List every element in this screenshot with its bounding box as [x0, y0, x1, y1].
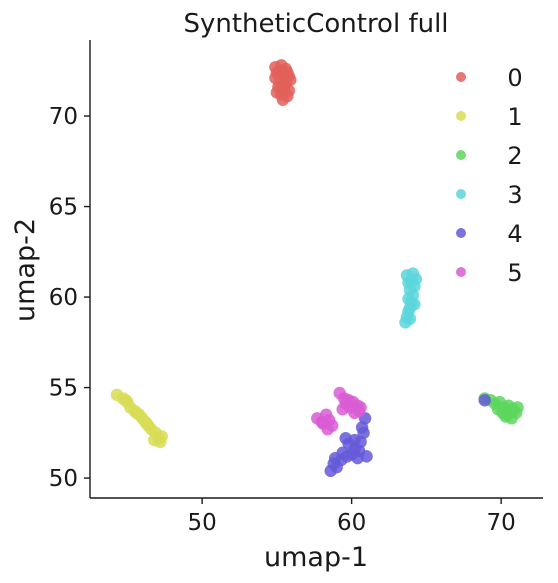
data-point-series-5: [317, 417, 330, 430]
legend-label: 0: [507, 64, 522, 92]
chart-title: SyntheticControl full: [183, 9, 448, 39]
y-axis-label: umap-2: [10, 218, 41, 322]
legend: 0 1 2 3 4 5: [456, 64, 523, 287]
legend-marker: [456, 189, 466, 199]
data-point-series-3: [403, 312, 417, 325]
x-tick-label: 70: [486, 510, 515, 536]
y-tick-label: 60: [49, 285, 78, 311]
legend-marker: [456, 72, 466, 82]
data-point-series-4: [348, 433, 361, 447]
legend-label: 2: [507, 142, 522, 170]
x-ticks: 50 60 70: [187, 498, 516, 536]
x-tick-label: 50: [187, 510, 216, 536]
points-layer: [110, 59, 524, 478]
data-point-series-2: [499, 410, 512, 423]
data-point-series-4: [478, 394, 491, 407]
data-point-series-1: [130, 406, 143, 420]
x-axis-label: umap-1: [264, 542, 368, 573]
y-tick-label: 65: [49, 195, 78, 221]
legend-marker: [456, 150, 466, 160]
legend-label: 3: [507, 181, 522, 209]
data-point-series-3: [408, 298, 421, 311]
legend-label: 5: [507, 259, 522, 287]
data-point-series-5: [354, 401, 367, 414]
y-tick-label: 55: [49, 376, 78, 402]
legend-marker: [456, 267, 466, 277]
data-point-series-3: [405, 274, 418, 287]
data-point-series-1: [155, 430, 168, 443]
x-tick-label: 60: [337, 510, 366, 536]
data-point-series-1: [140, 417, 154, 430]
data-point-series-4: [351, 451, 364, 465]
data-point-series-0: [276, 77, 290, 90]
legend-marker: [456, 228, 466, 238]
y-ticks: 50 55 60 65 70: [49, 104, 90, 492]
data-point-series-4: [328, 451, 342, 465]
legend-label: 4: [507, 220, 522, 248]
y-tick-label: 50: [49, 466, 78, 492]
data-point-series-0: [276, 93, 290, 106]
data-point-series-1: [119, 394, 133, 407]
legend-marker: [456, 111, 466, 121]
data-point-series-0: [281, 66, 294, 79]
data-point-series-5: [339, 397, 352, 411]
y-tick-label: 70: [49, 104, 78, 130]
legend-label: 1: [507, 103, 522, 131]
data-point-series-4: [355, 421, 369, 434]
